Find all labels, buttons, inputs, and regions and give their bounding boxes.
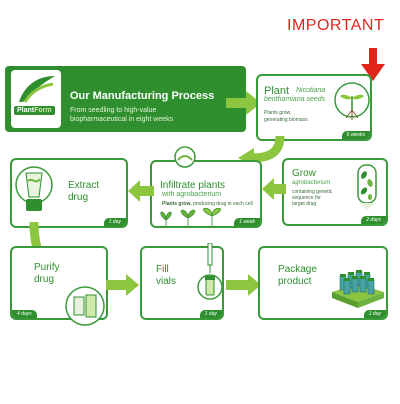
step-purify-title1: Purify bbox=[34, 262, 60, 273]
step-package-duration: 1 day bbox=[363, 310, 386, 318]
step-grow-note2: sequence for bbox=[292, 195, 321, 201]
purification-column-icon bbox=[65, 286, 105, 326]
important-label: IMPORTANT bbox=[287, 17, 385, 34]
page-subtitle-line1: From seedling to high-value bbox=[70, 107, 157, 114]
arrow-right-icon-3 bbox=[226, 274, 261, 296]
step-purify-duration: 4 days bbox=[12, 310, 37, 318]
step-fill-duration: 1 day bbox=[199, 310, 222, 318]
leaf-logo-icon bbox=[19, 76, 55, 103]
arrow-left-icon-2 bbox=[128, 180, 154, 202]
step-plant-subtitle2: benthamiana seeds bbox=[264, 96, 326, 103]
step-package-title2: product bbox=[278, 276, 312, 287]
infiltration-tank-icon bbox=[174, 146, 196, 168]
step-plant-duration: 6 weeks bbox=[341, 131, 370, 139]
plants-row-icon bbox=[160, 208, 221, 226]
agrobacterium-icon bbox=[357, 164, 377, 210]
step-extract-title1: Extract bbox=[68, 180, 100, 191]
logo-line2: Form bbox=[34, 107, 52, 114]
step-package-title1: Package bbox=[278, 264, 317, 275]
step-plant-title: Plant bbox=[264, 85, 290, 97]
step-grow-note1: containing genetic bbox=[292, 189, 333, 195]
blender-icon bbox=[15, 166, 53, 211]
step-grow-subtitle: agrobacterium bbox=[292, 180, 331, 186]
vial-syringe-icon bbox=[197, 243, 223, 300]
step-extract-duration: 1 day bbox=[103, 218, 126, 226]
step-grow-title: Grow bbox=[292, 168, 316, 179]
step-plant-note1: Plants grow, bbox=[264, 110, 292, 116]
step-extract-title2: drug bbox=[68, 192, 89, 203]
packaged-vials-icon bbox=[332, 270, 384, 308]
step-infiltrate-note-bold: Plants grow, bbox=[162, 201, 192, 207]
plantform-logo: PlantForm bbox=[11, 70, 61, 128]
step-infiltrate-note-rest: producing drug in each cell bbox=[192, 201, 253, 207]
step-plant-subtitle1: Nicotiana bbox=[296, 87, 326, 94]
page-subtitle-line2: biopharmaceutical in eight weeks bbox=[70, 116, 174, 123]
seedling-icon bbox=[334, 82, 370, 120]
arrow-right-icon bbox=[226, 91, 261, 115]
step-grow-duration: 2 days bbox=[361, 216, 386, 224]
arrow-right-icon-2 bbox=[106, 274, 139, 296]
logo-line1: Plant bbox=[17, 107, 35, 114]
step-infiltrate-note: Plants grow, producing drug in each cell bbox=[162, 201, 253, 207]
arrow-left-icon bbox=[262, 178, 286, 200]
step-plant-note2: generating biomass bbox=[264, 117, 308, 123]
step-fill-title2: vials bbox=[156, 276, 177, 287]
step-plant-card: Plant Nicotiana benthamiana seeds Plants… bbox=[256, 74, 372, 141]
red-down-arrow-icon bbox=[361, 48, 385, 81]
step-infiltrate-duration: 1 week bbox=[234, 218, 260, 226]
step-purify-title2: drug bbox=[34, 274, 55, 285]
step-infiltrate-subtitle: with agrobacterium bbox=[162, 191, 222, 198]
page-title: Our Manufacturing Process bbox=[70, 90, 215, 102]
step-fill-title1: Fill bbox=[156, 264, 169, 275]
logo-text: PlantForm bbox=[14, 106, 55, 115]
step-infiltrate-card: Infiltrate plants with agrobacterium Pla… bbox=[150, 160, 262, 228]
step-grow-note3: target drug bbox=[292, 201, 317, 207]
step-infiltrate-title: Infiltrate plants bbox=[160, 180, 226, 191]
